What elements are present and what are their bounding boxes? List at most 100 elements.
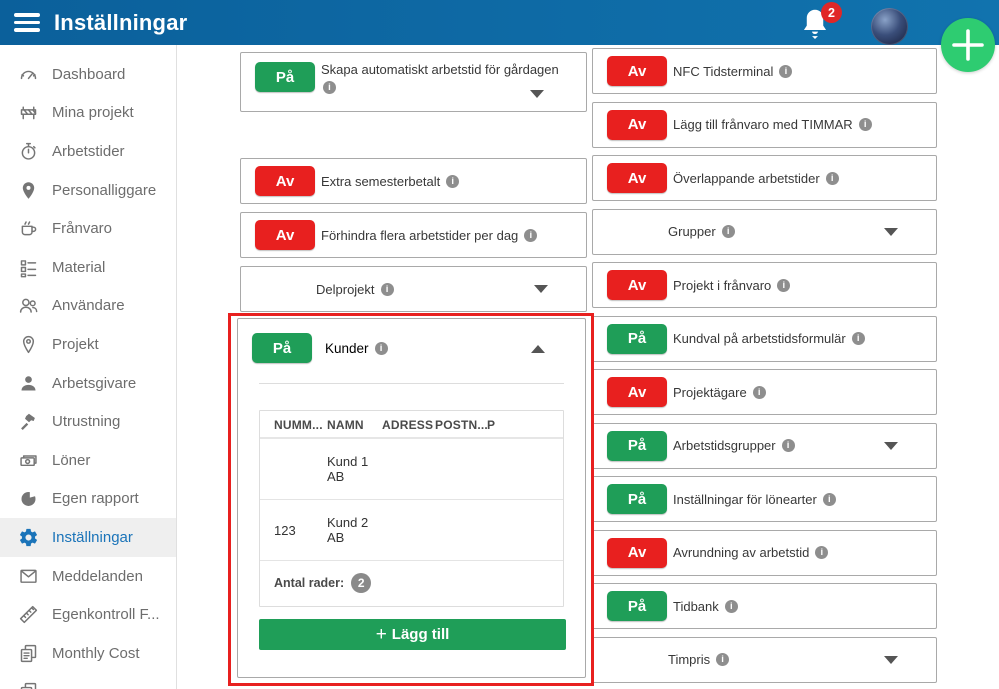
sidebar-item-label: Egenkontroll F...: [52, 606, 160, 624]
toggle-skapa-automatiskt[interactable]: På: [255, 62, 315, 92]
table-footer: Antal rader: 2: [260, 561, 563, 606]
setting-label: Projekt i frånvaro: [673, 277, 772, 293]
sidebar-item-egen-rapport[interactable]: Egen rapport: [0, 480, 176, 519]
sidebar-item-arbetstider[interactable]: Arbetstider: [0, 132, 176, 171]
info-icon[interactable]: [851, 332, 865, 345]
sidebar-item-anvandare[interactable]: Användare: [0, 287, 176, 326]
chevron-down-icon[interactable]: [884, 441, 898, 450]
column-header-namn: NAMN: [327, 418, 364, 432]
sidebar-item-loner[interactable]: Löner: [0, 441, 176, 480]
info-icon[interactable]: [323, 81, 336, 94]
toggle-avrundning[interactable]: Av: [607, 537, 667, 568]
plus-icon: [952, 29, 984, 61]
add-customer-button[interactable]: Lägg till: [259, 619, 566, 650]
sidebar-item-personalliggare[interactable]: Personalliggare: [0, 171, 176, 210]
setting-card-overlappande: Av Överlappande arbetstider: [592, 155, 937, 201]
info-icon[interactable]: [752, 385, 766, 399]
info-icon[interactable]: [716, 653, 730, 666]
toggle-lonearter[interactable]: På: [607, 484, 667, 514]
setting-card-lonearter: På Inställningar för lönearter: [592, 476, 937, 522]
person-icon: [21, 375, 36, 391]
sidebar-item-label: Mina projekt: [52, 104, 134, 122]
location-pin-icon: [22, 335, 35, 354]
coffee-cup-icon: [21, 221, 37, 236]
toggle-nfc-tidsterminal[interactable]: Av: [607, 56, 667, 86]
chevron-down-icon[interactable]: [884, 227, 898, 236]
sidebar-item-dashboard[interactable]: Dashboard: [0, 55, 176, 94]
info-icon[interactable]: [781, 439, 795, 452]
toggle-kundval[interactable]: På: [607, 323, 667, 354]
setting-label: Kundval på arbetstidsformulär: [673, 331, 846, 346]
sidebar-item-franvaro[interactable]: Frånvaro: [0, 209, 176, 248]
documents-icon: [20, 683, 37, 689]
sidebar-item-label: Monthly Cost: [52, 644, 140, 662]
toggle-extra-semesterbetalt[interactable]: Av: [255, 166, 315, 196]
dropdown-card-delprojekt[interactable]: Delprojekt: [240, 266, 587, 312]
toggle-lagg-till-franvaro[interactable]: Av: [607, 109, 667, 140]
info-icon[interactable]: [524, 228, 538, 242]
info-icon[interactable]: [380, 282, 394, 296]
setting-card-skapa-automatiskt: På Skapa automatiskt arbetstid för gårda…: [240, 52, 587, 112]
info-icon[interactable]: [374, 341, 388, 355]
info-icon[interactable]: [779, 64, 793, 78]
sidebar-item-mina-projekt[interactable]: Mina projekt: [0, 94, 176, 133]
info-icon[interactable]: [825, 171, 839, 185]
cell-namn: Kund 2 AB: [327, 515, 369, 545]
money-icon: [20, 454, 37, 466]
dropdown-card-grupper[interactable]: Grupper: [592, 208, 937, 255]
add-fab-button[interactable]: [941, 18, 995, 72]
info-icon[interactable]: [724, 599, 738, 613]
info-icon[interactable]: [446, 174, 460, 188]
toggle-projekt-i-franvaro[interactable]: Av: [607, 270, 667, 300]
sidebar-item-installningar[interactable]: Inställningar: [0, 518, 176, 557]
toggle-projektagare[interactable]: Av: [607, 377, 667, 407]
sidebar-item-projekt[interactable]: Projekt: [0, 325, 176, 364]
table-header-row: NUMM... NAMN ADRESS POSTN... P: [260, 411, 563, 439]
user-avatar[interactable]: [871, 8, 908, 45]
sidebar-item-label: Dashboard: [52, 65, 126, 83]
sidebar-item-monthly-cost[interactable]: Monthly Cost: [0, 634, 176, 673]
barrier-icon: [20, 106, 37, 120]
chevron-down-icon[interactable]: [534, 285, 548, 293]
info-icon[interactable]: [777, 278, 791, 292]
toggle-arbetstidsgrupper[interactable]: På: [607, 430, 667, 461]
chevron-up-icon[interactable]: [531, 345, 545, 353]
documents-icon: [20, 644, 37, 662]
sidebar-item-label: Utrustning: [52, 413, 121, 431]
sidebar-item-label: Personalliggare: [52, 181, 157, 199]
info-icon[interactable]: [858, 118, 872, 131]
setting-label: Förhindra flera arbetstider per dag: [321, 227, 519, 243]
setting-label: Inställningar för lönearter: [673, 491, 817, 507]
info-icon[interactable]: [815, 546, 829, 559]
chevron-down-icon[interactable]: [884, 655, 898, 664]
users-icon: [19, 298, 38, 314]
dropdown-card-timpris[interactable]: Timpris: [592, 636, 937, 683]
notifications-button[interactable]: 2: [798, 2, 842, 41]
toggle-overlappande[interactable]: Av: [607, 163, 667, 193]
sidebar-item-label: Arbetsgivare: [52, 374, 137, 392]
toggle-forhindra-flera[interactable]: Av: [255, 220, 315, 250]
column-header-nummer: NUMM...: [274, 418, 323, 432]
toggle-kunder[interactable]: På: [252, 333, 312, 363]
column-header-postnummer: POSTN...: [435, 418, 488, 432]
sidebar-item-material[interactable]: Material: [0, 248, 176, 287]
ruler-icon: [19, 605, 38, 624]
table-row[interactable]: 123 Kund 2 AB: [260, 500, 563, 561]
column-header-adress: ADRESS: [382, 418, 434, 432]
hamburger-menu-icon[interactable]: [14, 13, 40, 32]
sidebar-item-meddelanden[interactable]: Meddelanden: [0, 557, 176, 596]
sidebar: Dashboard Mina projekt Arbetstider Perso…: [0, 45, 177, 689]
setting-card-lagg-till-franvaro: Av Lägg till frånvaro med TIMMAR: [592, 101, 937, 148]
sidebar-item-egenkontroll[interactable]: Egenkontroll F...: [0, 595, 176, 634]
chevron-down-icon[interactable]: [530, 90, 544, 98]
sidebar-item-utrustning[interactable]: Utrustning: [0, 402, 176, 441]
sidebar-item-partial[interactable]: [0, 673, 176, 689]
toggle-tidbank[interactable]: På: [607, 591, 667, 621]
info-icon[interactable]: [721, 225, 735, 238]
column-header-p: P: [487, 418, 496, 432]
pie-chart-icon: [21, 490, 37, 507]
info-icon[interactable]: [822, 492, 836, 506]
sidebar-item-arbetsgivare[interactable]: Arbetsgivare: [0, 364, 176, 403]
sidebar-item-label: Meddelanden: [52, 567, 143, 585]
table-row[interactable]: Kund 1 AB: [260, 439, 563, 500]
